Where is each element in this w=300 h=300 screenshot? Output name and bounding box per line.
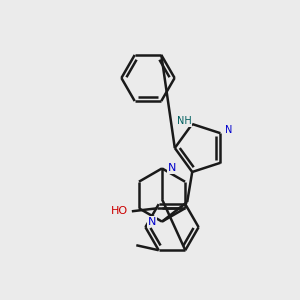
Text: HO: HO bbox=[111, 206, 128, 216]
Text: N: N bbox=[148, 217, 156, 226]
Text: N: N bbox=[225, 125, 232, 135]
Text: N: N bbox=[168, 164, 176, 173]
Text: NH: NH bbox=[177, 116, 192, 126]
